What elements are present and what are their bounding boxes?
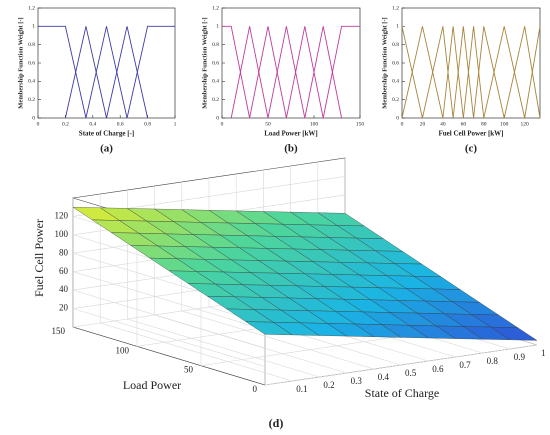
z-tick-label: 100 bbox=[55, 229, 69, 239]
x-tick-label: 50 bbox=[265, 121, 271, 127]
y-tick-label: 0.8 bbox=[28, 42, 35, 48]
x-tick-label: 1 bbox=[174, 121, 177, 127]
x-tick-label: 150 bbox=[356, 121, 365, 127]
x-tick-label: 100 bbox=[500, 121, 509, 127]
x-tick-label: 0.4 bbox=[89, 121, 96, 127]
x-axis-label: State of Charge [-] bbox=[79, 130, 134, 138]
y-tick-label: 0.8 bbox=[212, 42, 219, 48]
x-tick-label: 0.2 bbox=[323, 380, 334, 390]
membership-line bbox=[442, 26, 464, 119]
y-tick-label: 0.2 bbox=[392, 97, 399, 103]
z-axis-label: Fuel Cell Power bbox=[32, 219, 46, 297]
x-tick-label: 80 bbox=[481, 121, 487, 127]
membership-line bbox=[38, 25, 87, 119]
y-axis-label: Load Power bbox=[123, 378, 181, 392]
membership-line bbox=[452, 26, 475, 119]
x-tick-label: 120 bbox=[521, 121, 530, 127]
x-tick-label: 0.3 bbox=[351, 376, 363, 386]
y-tick-label: 1 bbox=[396, 24, 399, 30]
x-tick-label: 60 bbox=[461, 121, 467, 127]
surface-patch bbox=[245, 321, 293, 336]
membership-line bbox=[524, 26, 541, 119]
y-tick-label: 0.4 bbox=[212, 79, 219, 85]
membership-line bbox=[249, 26, 287, 119]
x-tick-label: 0.6 bbox=[117, 121, 124, 127]
x-tick-label: 0 bbox=[401, 121, 404, 127]
y-tick-label: 0 bbox=[253, 384, 258, 394]
y-axis-label: Membership Function Weight [-] bbox=[17, 17, 24, 108]
y-tick-label: 0.2 bbox=[28, 97, 35, 103]
membership-line bbox=[322, 25, 360, 119]
plot-frame bbox=[221, 7, 361, 119]
x-tick-label: 0.8 bbox=[487, 356, 499, 366]
y-tick-label: 0.6 bbox=[392, 60, 399, 66]
y-tick-label: 0.4 bbox=[28, 79, 35, 85]
x-tick-label: 1 bbox=[541, 348, 546, 358]
membership-line bbox=[304, 26, 343, 119]
y-tick-label: 1 bbox=[216, 24, 219, 30]
x-tick-label: 0 bbox=[37, 121, 40, 127]
z-tick-label: 20 bbox=[59, 303, 69, 313]
z-tick-label: 120 bbox=[55, 210, 69, 220]
x-axis-label: Fuel Cell Power [kW] bbox=[439, 130, 504, 138]
membership-line bbox=[126, 25, 175, 119]
x-tick-label: 0.6 bbox=[432, 364, 444, 374]
x-tick-label: 100 bbox=[310, 121, 319, 127]
y-tick-label: 1 bbox=[32, 24, 35, 30]
caption: (c) bbox=[465, 143, 478, 155]
x-tick-label: 0 bbox=[221, 121, 224, 127]
y-tick-label: 150 bbox=[52, 326, 66, 336]
y-tick-label: 0 bbox=[216, 115, 219, 121]
z-tick-label: 80 bbox=[59, 247, 69, 257]
z-tick-label: 60 bbox=[59, 266, 69, 276]
x-tick-label: 0.2 bbox=[62, 121, 69, 127]
y-axis-label: Membership Function Weight [-] bbox=[381, 17, 388, 108]
membership-line bbox=[85, 26, 128, 119]
y-tick-label: 0 bbox=[396, 115, 399, 121]
y-tick-label: 1.2 bbox=[212, 5, 219, 11]
y-axis-label: Membership Function Weight [-] bbox=[201, 17, 208, 108]
caption: (a) bbox=[100, 143, 113, 155]
x-tick-label: 0.4 bbox=[378, 372, 390, 382]
membership-line bbox=[401, 26, 444, 119]
membership-line bbox=[106, 26, 149, 119]
caption: (b) bbox=[284, 143, 298, 155]
x-tick-label: 0.7 bbox=[459, 360, 471, 370]
y-tick-label: 1.2 bbox=[392, 5, 399, 11]
membership-line bbox=[222, 25, 251, 119]
z-tick-label: 40 bbox=[59, 284, 69, 294]
x-axis-label: State of Charge bbox=[365, 386, 439, 400]
x-tick-label: 0.9 bbox=[514, 352, 526, 362]
x-tick-label: 0.8 bbox=[144, 121, 151, 127]
y-tick-label: 1.2 bbox=[28, 5, 35, 11]
membership-line bbox=[230, 26, 269, 119]
y-tick-label: 0 bbox=[32, 115, 35, 121]
membership-line bbox=[473, 26, 505, 119]
membership-line bbox=[285, 26, 324, 119]
y-tick-label: 100 bbox=[116, 345, 130, 355]
membership-line bbox=[462, 26, 485, 119]
x-tick-label: 40 bbox=[440, 121, 446, 127]
membership-line bbox=[422, 26, 454, 119]
plot-frame bbox=[401, 7, 541, 119]
membership-line bbox=[503, 26, 541, 119]
y-tick-label: 0.6 bbox=[28, 60, 35, 66]
caption: (d) bbox=[269, 416, 284, 430]
y-tick-label: 0.8 bbox=[392, 42, 399, 48]
y-tick-label: 0.4 bbox=[392, 79, 399, 85]
y-tick-label: 0.2 bbox=[212, 97, 219, 103]
x-tick-label: 20 bbox=[420, 121, 426, 127]
membership-line bbox=[64, 26, 107, 119]
x-tick-label: 0.5 bbox=[405, 368, 417, 378]
membership-line bbox=[267, 26, 306, 119]
y-tick-label: 50 bbox=[184, 365, 194, 375]
membership-line bbox=[483, 26, 526, 119]
x-axis-label: Load Power [kW] bbox=[264, 130, 318, 138]
plot-frame bbox=[37, 7, 176, 119]
x-tick-label: 0.1 bbox=[296, 384, 307, 394]
y-tick-label: 0.6 bbox=[212, 60, 219, 66]
